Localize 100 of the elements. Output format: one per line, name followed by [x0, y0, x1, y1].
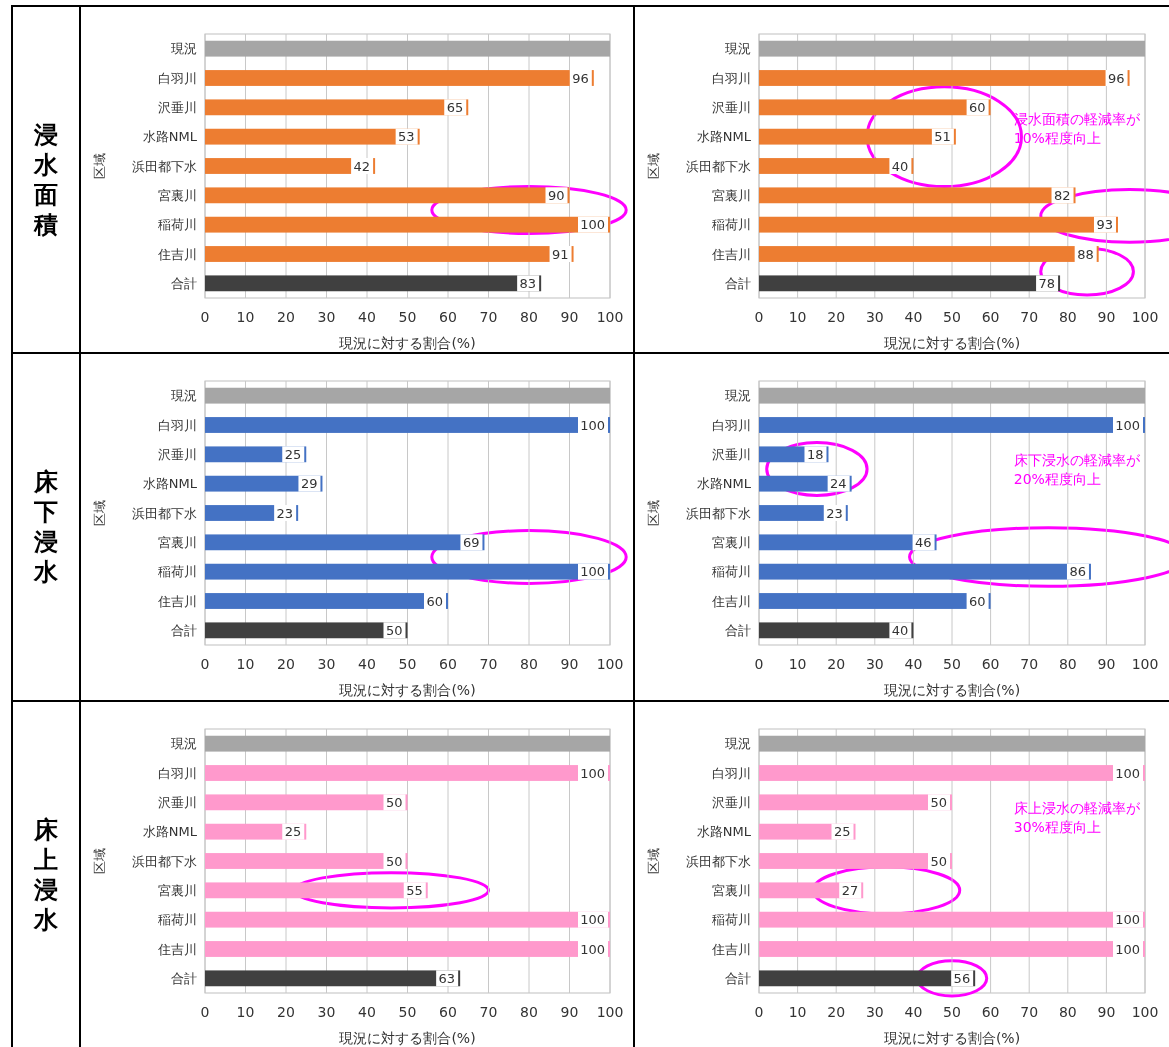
bar [205, 563, 610, 580]
bar [205, 387, 610, 404]
bar [205, 765, 610, 781]
data-label: 29 [300, 476, 318, 492]
data-label: 82 [1053, 187, 1071, 203]
y-tick-label: 稲荷川 [158, 564, 197, 580]
y-tick-label: 現況 [725, 736, 751, 752]
x-axis-title: 現況に対する割合(%) [883, 682, 1021, 698]
y-tick-label: 白羽川 [712, 765, 751, 781]
text: 浸水面積 [32, 119, 59, 240]
data-label: 53 [398, 129, 415, 145]
x-tick-label: 40 [358, 309, 376, 325]
y-tick-label: 沢垂川 [158, 99, 197, 115]
bar [759, 622, 914, 639]
bar [205, 158, 376, 174]
x-tick-label: 20 [277, 656, 295, 672]
bar [759, 593, 991, 609]
x-tick-label: 80 [1058, 1004, 1077, 1020]
bar [759, 387, 1145, 404]
bar [205, 794, 408, 811]
y-tick-label: 稲荷川 [712, 217, 751, 233]
x-tick-label: 90 [1097, 656, 1116, 672]
data-label: 100 [580, 417, 605, 433]
data-label: 42 [353, 158, 371, 174]
y-tick-label: 白羽川 [712, 70, 751, 86]
data-label: 23 [826, 505, 843, 521]
data-label: 90 [547, 187, 565, 203]
bar [205, 911, 610, 928]
bar [205, 941, 610, 957]
y-tick-label: 沢垂川 [712, 99, 751, 115]
x-tick-label: 50 [398, 1004, 417, 1020]
x-tick-label: 30 [317, 309, 336, 325]
y-tick-label: 現況 [725, 41, 751, 57]
bar [205, 246, 574, 262]
y-tick-label: 合計 [725, 275, 751, 291]
data-label: 96 [572, 70, 589, 86]
data-label: 50 [385, 622, 403, 638]
bar [759, 563, 1091, 580]
data-label: 50 [385, 853, 403, 869]
x-tick-label: 100 [1131, 656, 1159, 672]
y-tick-label: 合計 [725, 622, 751, 638]
bar [205, 275, 542, 292]
bar [205, 882, 428, 899]
data-label: 50 [930, 853, 947, 869]
x-tick-label: 60 [981, 656, 1000, 672]
data-label: 86 [1069, 564, 1086, 580]
x-tick-label: 70 [1020, 656, 1039, 672]
x-tick-label: 70 [1020, 1004, 1039, 1020]
annotation: 床上浸水の軽減率が30%程度向上 [1013, 799, 1141, 838]
y-tick-label: 合計 [171, 622, 197, 638]
y-tick-label: 沢垂川 [158, 446, 197, 462]
data-label: 56 [953, 970, 971, 986]
data-label: 40 [891, 158, 909, 174]
data-label: 100 [1115, 941, 1140, 957]
x-tick-label: 40 [904, 309, 923, 325]
data-label: 25 [284, 446, 302, 462]
bar [759, 970, 976, 987]
x-axis-title: 現況に対する割合(%) [883, 1030, 1021, 1046]
x-tick-label: 80 [1058, 656, 1077, 672]
x-tick-label: 20 [827, 1004, 846, 1020]
y-tick-label: 浜田都下水 [686, 505, 751, 521]
data-label: 91 [552, 246, 569, 262]
y-tick-label: 住吉川 [157, 593, 197, 609]
bar [759, 853, 952, 869]
bar [759, 735, 1145, 752]
bar [759, 911, 1145, 928]
x-tick-label: 30 [865, 656, 884, 672]
y-tick-label: 宮裏川 [158, 534, 197, 550]
y-tick-label: 現況 [171, 388, 197, 404]
data-label: 69 [462, 534, 480, 550]
x-tick-label: 90 [560, 1004, 579, 1020]
x-tick-label: 100 [1131, 1004, 1159, 1020]
x-tick-label: 30 [865, 309, 884, 325]
bar [205, 40, 610, 57]
y-tick-label: 宮裏川 [158, 882, 197, 898]
bar [759, 128, 956, 145]
bar [759, 70, 1130, 86]
x-tick-label: 20 [277, 1004, 295, 1020]
x-tick-label: 90 [1097, 309, 1116, 325]
x-tick-label: 100 [596, 1004, 624, 1020]
data-label: 65 [446, 99, 464, 115]
x-tick-label: 90 [560, 309, 579, 325]
y-tick-label: 浜田都下水 [132, 505, 197, 521]
data-label: 78 [1038, 275, 1056, 291]
x-tick-label: 70 [479, 1004, 498, 1020]
y-tick-label: 白羽川 [158, 417, 197, 433]
x-tick-label: 0 [200, 1004, 210, 1020]
data-label: 96 [1108, 70, 1125, 86]
y-tick-label: 白羽川 [158, 765, 197, 781]
y-tick-label: 宮裏川 [712, 534, 751, 550]
bar [205, 853, 408, 869]
x-tick-label: 40 [904, 1004, 923, 1020]
bar [759, 417, 1145, 433]
y-tick-label: 浜田都下水 [132, 158, 197, 174]
text: 床上浸水 [32, 814, 59, 935]
x-tick-label: 60 [439, 656, 457, 672]
data-label: 60 [426, 593, 443, 609]
x-tick-label: 70 [479, 309, 498, 325]
data-label: 18 [806, 446, 824, 462]
x-tick-label: 90 [560, 656, 579, 672]
